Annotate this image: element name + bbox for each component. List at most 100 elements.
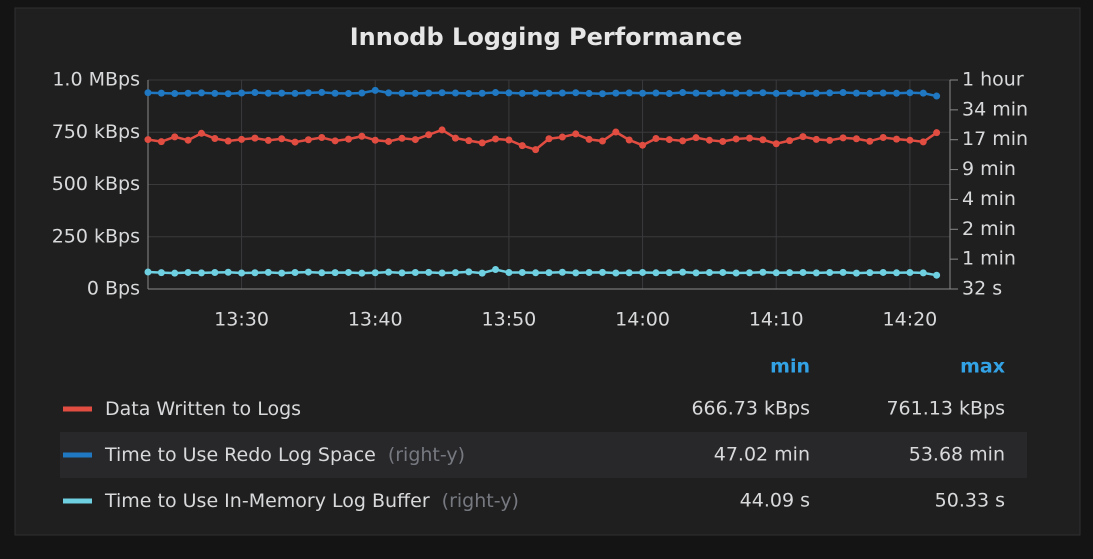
point bbox=[558, 268, 566, 276]
point bbox=[465, 137, 473, 145]
point bbox=[144, 136, 152, 144]
x-tick-label: 14:00 bbox=[615, 309, 670, 331]
point bbox=[732, 89, 740, 97]
point bbox=[492, 265, 500, 273]
point bbox=[598, 137, 606, 145]
point bbox=[438, 89, 446, 97]
chart-title: Innodb Logging Performance bbox=[350, 23, 743, 51]
point bbox=[291, 89, 299, 97]
point bbox=[398, 134, 406, 142]
point bbox=[505, 269, 513, 277]
point bbox=[385, 268, 393, 276]
point bbox=[171, 90, 179, 98]
point bbox=[692, 134, 700, 142]
point bbox=[598, 268, 606, 276]
point bbox=[772, 89, 780, 97]
point bbox=[545, 89, 553, 97]
point bbox=[826, 269, 834, 277]
point bbox=[371, 86, 379, 94]
point bbox=[451, 134, 459, 142]
point bbox=[812, 89, 820, 97]
point bbox=[639, 268, 647, 276]
point bbox=[598, 90, 606, 98]
point bbox=[371, 136, 379, 144]
y2-tick-label: 1 hour bbox=[962, 69, 1024, 91]
point bbox=[906, 136, 914, 144]
point bbox=[211, 135, 219, 143]
point bbox=[478, 139, 486, 147]
point bbox=[304, 136, 312, 144]
legend-axis-note: (right-y) bbox=[442, 490, 519, 512]
point bbox=[585, 89, 593, 97]
point bbox=[278, 89, 286, 97]
point bbox=[919, 89, 927, 97]
point bbox=[852, 89, 860, 97]
point bbox=[318, 269, 326, 277]
point bbox=[719, 268, 727, 276]
point bbox=[411, 136, 419, 144]
point bbox=[893, 135, 901, 143]
point bbox=[572, 269, 580, 277]
point bbox=[238, 89, 246, 97]
point bbox=[304, 268, 312, 276]
point bbox=[786, 137, 794, 145]
x-tick-label: 13:30 bbox=[214, 309, 269, 331]
y2-tick-label: 1 min bbox=[962, 248, 1016, 270]
point bbox=[746, 89, 753, 97]
point bbox=[371, 269, 379, 277]
point bbox=[238, 135, 246, 143]
legend-header: max bbox=[960, 356, 1005, 378]
legend-value: 44.09 s bbox=[740, 490, 810, 512]
point bbox=[224, 90, 232, 98]
point bbox=[518, 142, 526, 150]
point bbox=[893, 89, 901, 97]
point bbox=[639, 89, 647, 97]
point bbox=[919, 269, 927, 277]
point bbox=[545, 135, 553, 143]
point bbox=[478, 269, 486, 277]
legend-name: Time to Use In-Memory Log Buffer (right-y… bbox=[104, 490, 519, 512]
point bbox=[385, 137, 393, 145]
point bbox=[291, 269, 299, 277]
point bbox=[826, 89, 834, 97]
point bbox=[732, 269, 740, 277]
point bbox=[786, 89, 794, 97]
y-tick-label: 250 kBps bbox=[52, 225, 140, 247]
y2-tick-label: 34 min bbox=[962, 98, 1028, 120]
point bbox=[171, 269, 179, 277]
point bbox=[679, 89, 687, 97]
point bbox=[625, 136, 633, 144]
legend-label: Time to Use Redo Log Space bbox=[104, 444, 376, 466]
y2-tick-label: 17 min bbox=[962, 128, 1028, 150]
y2-tick-label: 2 min bbox=[962, 218, 1016, 240]
point bbox=[852, 135, 860, 143]
point bbox=[692, 89, 700, 97]
x-tick-label: 14:10 bbox=[749, 309, 804, 331]
point bbox=[933, 271, 941, 279]
point bbox=[157, 138, 165, 146]
point bbox=[518, 268, 526, 276]
y-tick-label: 500 kBps bbox=[52, 173, 140, 195]
point bbox=[786, 269, 794, 277]
point bbox=[585, 269, 593, 277]
point bbox=[331, 137, 339, 145]
point bbox=[799, 133, 807, 141]
point bbox=[879, 133, 887, 141]
point bbox=[719, 137, 727, 145]
point bbox=[398, 269, 406, 277]
point bbox=[304, 89, 312, 97]
point bbox=[665, 269, 673, 277]
point bbox=[852, 269, 860, 277]
point bbox=[532, 269, 540, 277]
point bbox=[692, 269, 700, 277]
point bbox=[585, 135, 593, 143]
point bbox=[211, 89, 219, 97]
point bbox=[532, 146, 540, 154]
point bbox=[358, 89, 366, 97]
point bbox=[492, 135, 500, 143]
point bbox=[331, 269, 339, 277]
legend-axis-note: (right-y) bbox=[388, 444, 465, 466]
point bbox=[652, 135, 660, 143]
point bbox=[451, 269, 459, 277]
point bbox=[518, 89, 526, 97]
